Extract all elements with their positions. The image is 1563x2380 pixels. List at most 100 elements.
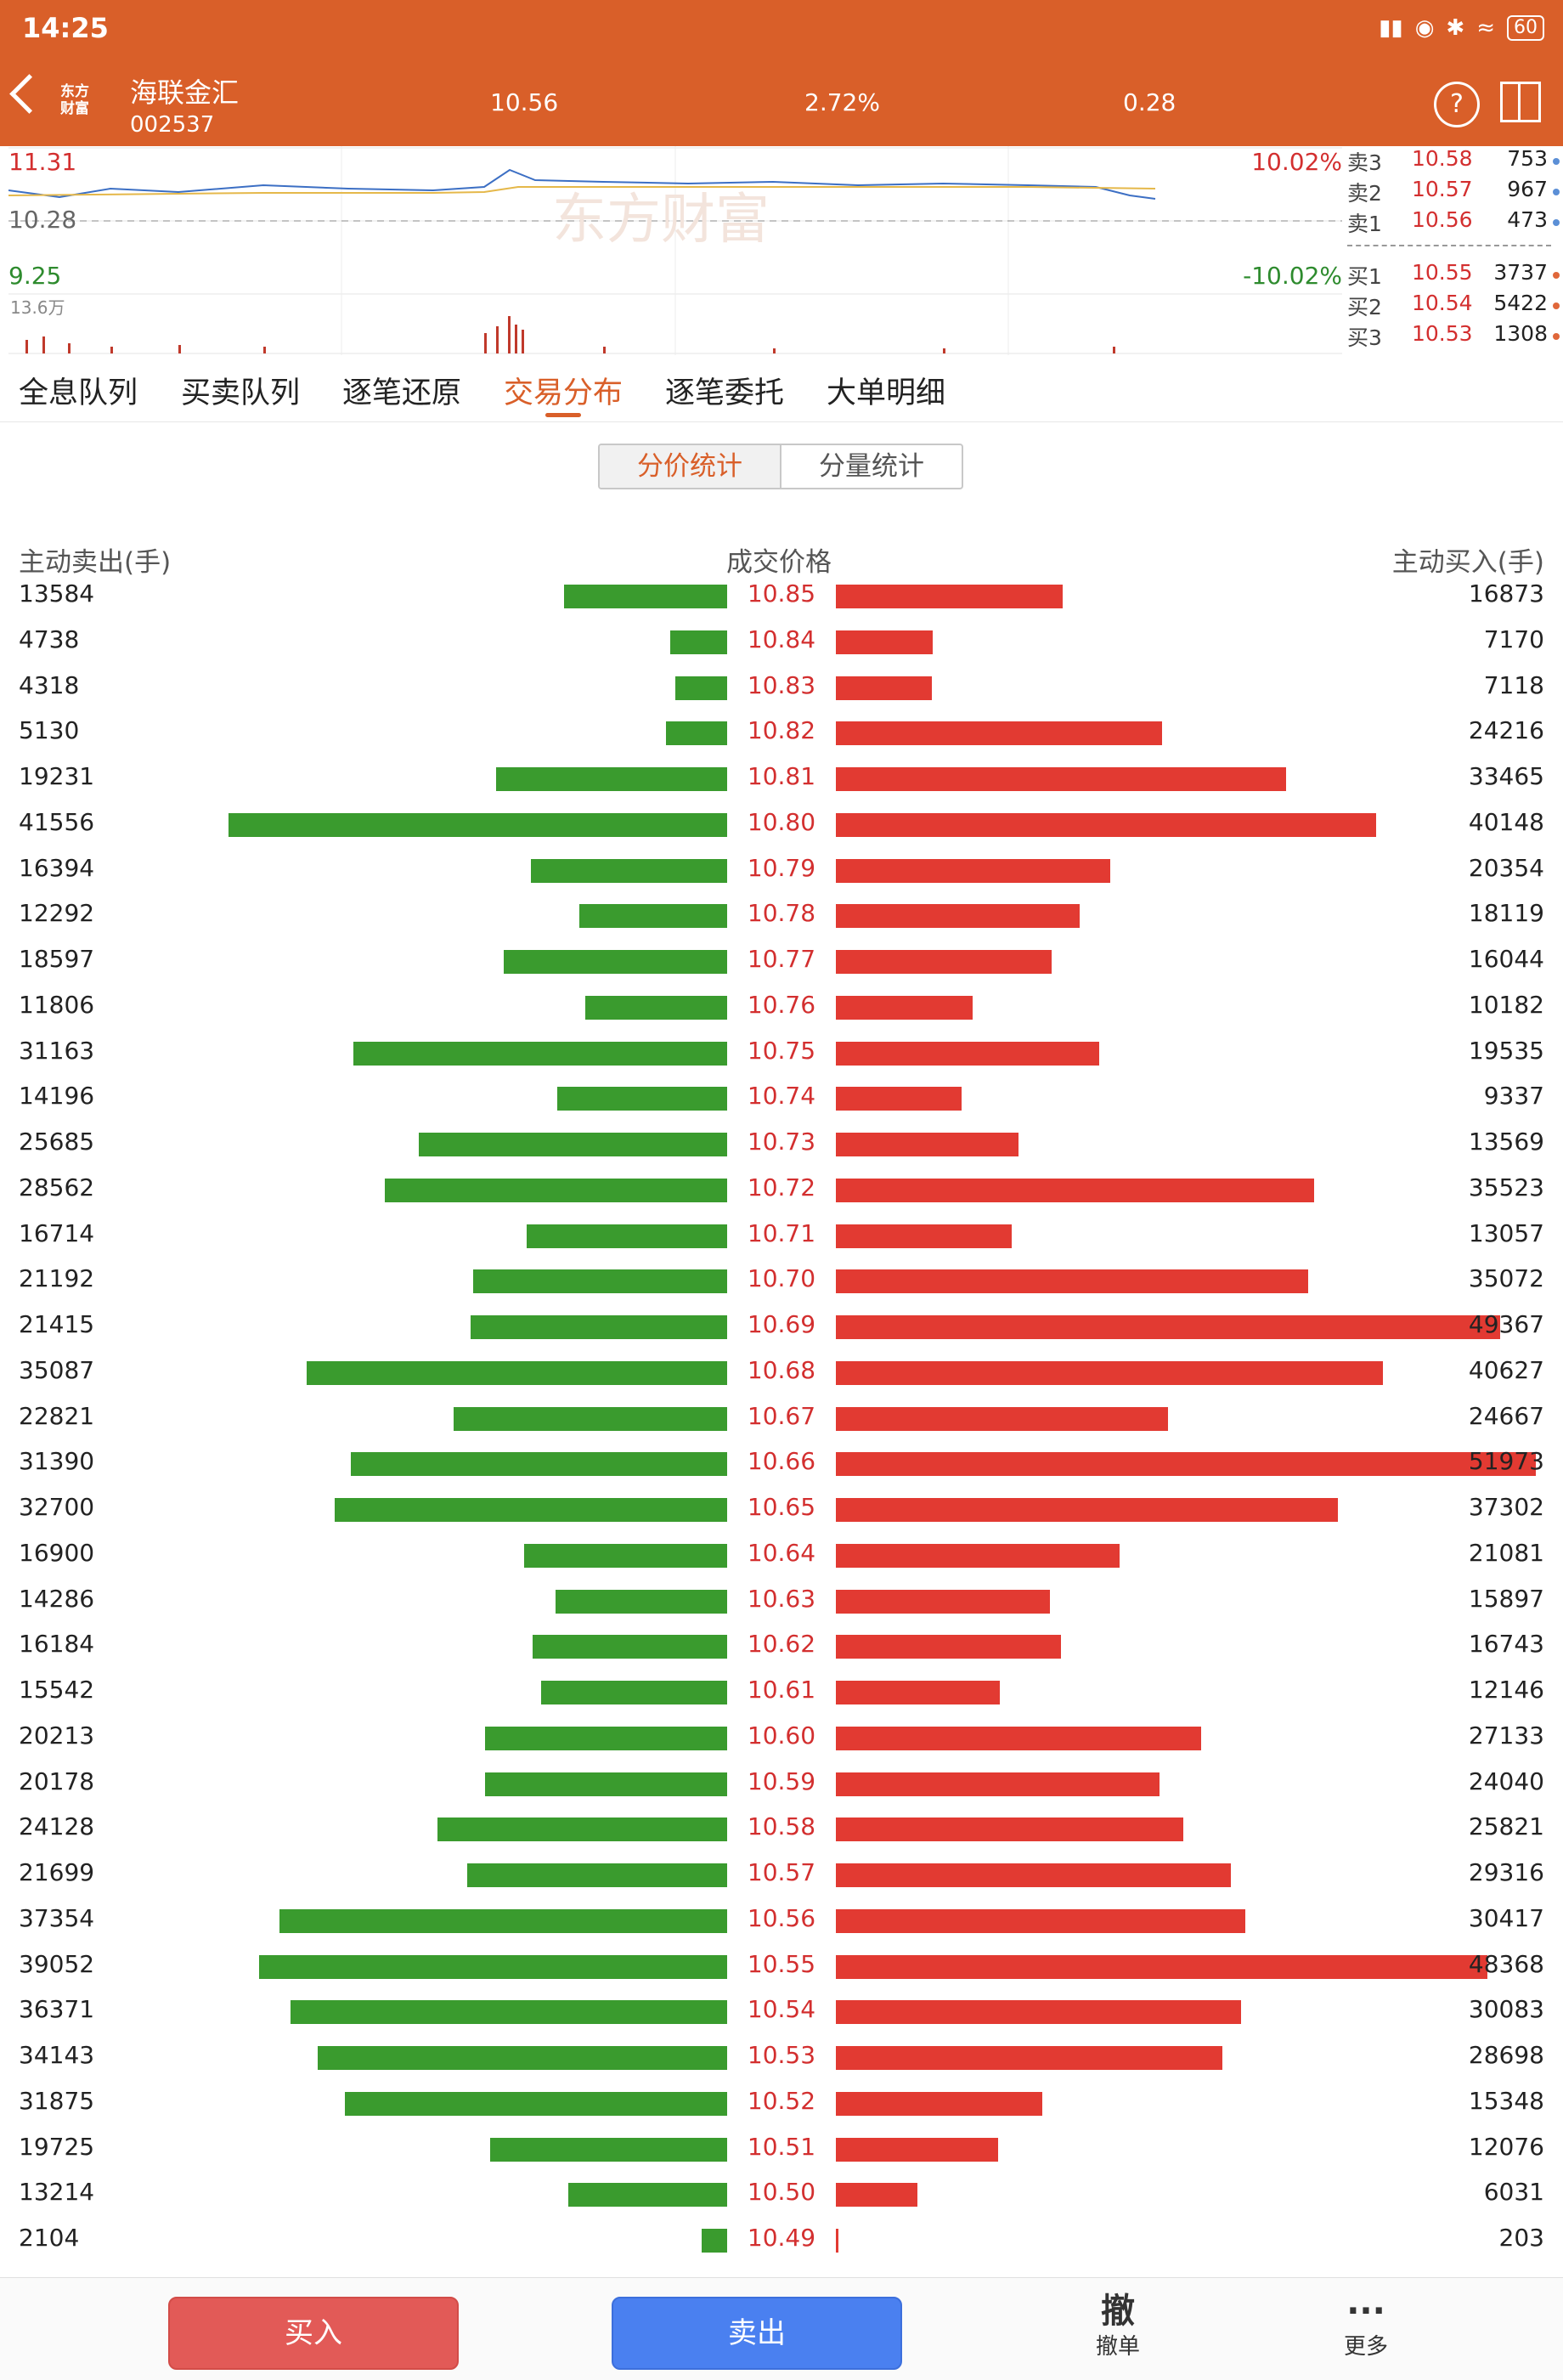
chart-limit-down: -10.02% bbox=[1243, 262, 1342, 290]
sell-bar bbox=[496, 767, 727, 791]
top-bar: 14:25 ▮▮ ◉ ✱ ≈ 60 东方 财富 海联金汇 002537 10.56… bbox=[0, 0, 1563, 146]
sell-volume: 13584 bbox=[19, 579, 95, 608]
help-icon[interactable]: ? bbox=[1434, 82, 1480, 127]
sell-volume: 24128 bbox=[19, 1812, 95, 1840]
tab-trade-distribution[interactable]: 交易分布 bbox=[504, 376, 624, 410]
trade-price: 10.58 bbox=[747, 1812, 816, 1840]
buy-bar bbox=[836, 630, 933, 654]
buy-volume: 25821 bbox=[1468, 1812, 1544, 1840]
by-volume-button[interactable]: 分量统计 bbox=[780, 445, 962, 488]
buy-bar bbox=[836, 1544, 1120, 1568]
bid-dot-icon bbox=[1553, 302, 1560, 309]
book-icon: ▮▮ bbox=[1379, 15, 1403, 41]
chart-prev-close: 10.28 bbox=[8, 206, 77, 234]
sell-bar bbox=[568, 2183, 727, 2207]
bottom-action-bar: 买入 卖出 撤 撤单 ··· 更多 bbox=[0, 2277, 1563, 2380]
sell-volume: 22821 bbox=[19, 1402, 95, 1430]
buy-volume: 20354 bbox=[1468, 854, 1544, 882]
buy-volume: 18119 bbox=[1468, 899, 1544, 927]
sell-bar bbox=[318, 2046, 727, 2070]
stock-code: 002537 bbox=[130, 112, 215, 138]
buy-volume: 203 bbox=[1498, 2224, 1544, 2252]
trade-price: 10.71 bbox=[747, 1219, 816, 1247]
tab-full-queue[interactable]: 全息队列 bbox=[19, 376, 138, 410]
logo-line1: 东方 bbox=[60, 83, 89, 100]
bid-price: 10.53 bbox=[1412, 321, 1473, 346]
sell-volume: 14286 bbox=[19, 1585, 95, 1613]
sell-button[interactable]: 卖出 bbox=[612, 2297, 902, 2370]
buy-bar bbox=[836, 2092, 1042, 2116]
ask-dot-icon bbox=[1553, 189, 1560, 195]
buy-volume: 12076 bbox=[1468, 2133, 1544, 2161]
sell-volume: 19725 bbox=[19, 2133, 95, 2161]
more-label: 更多 bbox=[1343, 2334, 1388, 2360]
tab-large-orders[interactable]: 大单明细 bbox=[827, 376, 946, 410]
trade-price: 10.74 bbox=[747, 1082, 816, 1110]
sell-bar bbox=[556, 1590, 727, 1614]
buy-button[interactable]: 买入 bbox=[168, 2297, 459, 2370]
tab-bid-ask-queue[interactable]: 买卖队列 bbox=[181, 376, 301, 410]
buy-bar bbox=[836, 2046, 1222, 2070]
buy-bar bbox=[836, 1224, 1012, 1248]
trade-price: 10.76 bbox=[747, 991, 816, 1019]
trade-price: 10.53 bbox=[747, 2041, 816, 2069]
sell-volume: 2104 bbox=[19, 2224, 80, 2252]
sell-volume: 39052 bbox=[19, 1950, 95, 1978]
buy-volume: 24216 bbox=[1468, 716, 1544, 744]
bluetooth-icon: ✱ bbox=[1446, 15, 1465, 41]
buy-volume: 33465 bbox=[1468, 762, 1544, 790]
trade-price: 10.52 bbox=[747, 2087, 816, 2115]
tab-tick-replay[interactable]: 逐笔还原 bbox=[342, 376, 462, 410]
by-price-button[interactable]: 分价统计 bbox=[600, 445, 780, 488]
buy-bar bbox=[836, 1452, 1536, 1476]
sell-volume: 41556 bbox=[19, 808, 95, 836]
mini-chart[interactable]: 东方财富 11.31 10.28 9.25 13.6万 10.02% -10.0… bbox=[0, 146, 1563, 355]
ask-volume: 753 bbox=[1507, 146, 1548, 171]
bid-dot-icon bbox=[1553, 272, 1560, 279]
bid-row: 买1 10.55 3737 bbox=[1347, 260, 1560, 291]
sell-volume: 21415 bbox=[19, 1310, 95, 1338]
buy-volume: 15348 bbox=[1468, 2087, 1544, 2115]
sell-volume: 25685 bbox=[19, 1128, 95, 1156]
buy-volume: 35523 bbox=[1468, 1173, 1544, 1201]
buy-column-header: 主动买入(手) bbox=[1391, 547, 1544, 578]
buy-bar bbox=[836, 2183, 917, 2207]
more-button[interactable]: ··· 更多 bbox=[1315, 2290, 1417, 2361]
buy-bar bbox=[836, 813, 1376, 837]
sell-bar bbox=[504, 950, 727, 974]
sell-volume: 19231 bbox=[19, 762, 95, 790]
cancel-icon: 撤 bbox=[1101, 2292, 1135, 2331]
buy-bar bbox=[836, 1361, 1383, 1385]
buy-bar bbox=[836, 1087, 962, 1111]
buy-volume: 28698 bbox=[1468, 2041, 1544, 2069]
sell-volume: 20178 bbox=[19, 1767, 95, 1795]
sell-bar bbox=[279, 1909, 727, 1933]
ask-price: 10.58 bbox=[1412, 146, 1473, 171]
buy-bar bbox=[836, 1269, 1308, 1293]
sell-volume: 16184 bbox=[19, 1630, 95, 1658]
sell-volume: 21192 bbox=[19, 1264, 95, 1292]
chart-watermark: 东方财富 bbox=[552, 189, 770, 252]
sell-volume: 16394 bbox=[19, 854, 95, 882]
buy-volume: 16743 bbox=[1468, 1630, 1544, 1658]
trade-price: 10.75 bbox=[747, 1037, 816, 1065]
trade-price: 10.84 bbox=[747, 625, 816, 653]
buy-bar bbox=[836, 1042, 1099, 1066]
order-book-divider bbox=[1347, 245, 1551, 246]
buy-volume: 13569 bbox=[1468, 1128, 1544, 1156]
tab-tick-orders[interactable]: 逐笔委托 bbox=[665, 376, 785, 410]
ask-label: 卖1 bbox=[1347, 212, 1382, 236]
layout-toggle-icon[interactable] bbox=[1500, 82, 1541, 122]
cancel-order-button[interactable]: 撤 撤单 bbox=[1067, 2290, 1169, 2361]
sell-volume: 36371 bbox=[19, 1995, 95, 2023]
active-tab-indicator bbox=[545, 413, 581, 417]
trade-price: 10.80 bbox=[747, 808, 816, 836]
sell-bar bbox=[485, 1772, 727, 1796]
sell-bar bbox=[291, 2000, 727, 2024]
buy-volume: 16873 bbox=[1468, 579, 1544, 608]
sell-bar bbox=[564, 585, 727, 608]
ask-label: 卖2 bbox=[1347, 181, 1382, 206]
trade-price: 10.63 bbox=[747, 1585, 816, 1613]
status-icons: ▮▮ ◉ ✱ ≈ 60 bbox=[1379, 15, 1544, 41]
sell-volume: 15542 bbox=[19, 1676, 95, 1704]
